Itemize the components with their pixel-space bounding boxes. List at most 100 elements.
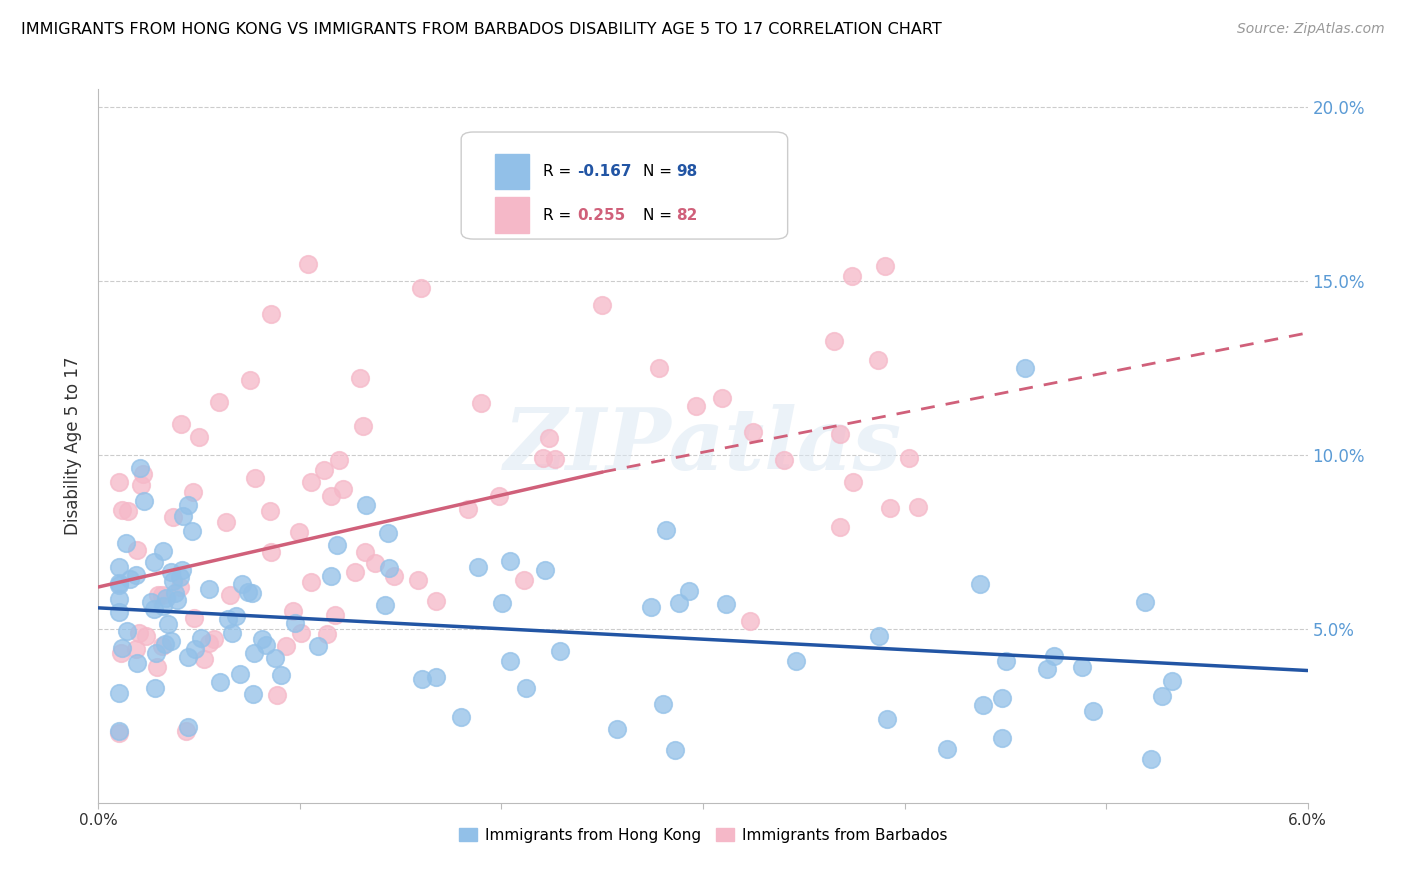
Point: [177, 650, 200, 665]
Point: [155, 591, 177, 606]
Text: N =: N =: [643, 208, 676, 223]
Point: [1036, 662, 1059, 676]
Point: [651, 186, 673, 201]
Point: [128, 461, 150, 475]
Point: [668, 596, 690, 610]
FancyBboxPatch shape: [461, 132, 787, 239]
Point: [238, 373, 260, 387]
Point: [533, 451, 555, 466]
Point: [153, 637, 176, 651]
Point: [323, 607, 346, 622]
Text: R =: R =: [543, 164, 576, 179]
Point: [972, 698, 994, 712]
Point: [457, 502, 479, 516]
Point: [115, 536, 138, 550]
Point: [181, 524, 204, 539]
Point: [873, 259, 896, 273]
Point: [349, 371, 371, 385]
Point: [328, 453, 350, 467]
Point: [284, 615, 307, 630]
Point: [281, 604, 304, 618]
Point: [785, 654, 807, 668]
Point: [259, 504, 281, 518]
Point: [107, 686, 129, 700]
Point: [209, 674, 232, 689]
Point: [425, 594, 447, 608]
Point: [183, 641, 205, 656]
Point: [259, 545, 281, 559]
Point: [990, 691, 1012, 706]
Point: [190, 631, 212, 645]
Point: [488, 489, 510, 503]
Point: [107, 578, 129, 592]
Point: [183, 484, 205, 499]
Point: [143, 681, 166, 695]
Point: [127, 656, 149, 670]
Point: [879, 501, 901, 516]
Point: [132, 467, 155, 482]
Point: [107, 724, 129, 739]
Point: [543, 451, 565, 466]
Legend: Immigrants from Hong Kong, Immigrants from Barbados: Immigrants from Hong Kong, Immigrants fr…: [453, 822, 953, 848]
Point: [742, 425, 765, 439]
Point: [172, 509, 194, 524]
Text: R =: R =: [543, 208, 576, 223]
Point: [208, 395, 231, 409]
Point: [591, 298, 613, 312]
Bar: [495, 153, 529, 189]
Point: [935, 742, 957, 756]
Point: [1083, 704, 1105, 718]
Point: [301, 574, 323, 589]
Point: [1135, 595, 1157, 609]
Point: [842, 475, 865, 489]
Point: [162, 574, 184, 588]
Point: [470, 396, 492, 410]
Point: [172, 563, 194, 577]
Point: [142, 602, 165, 616]
Point: [467, 560, 489, 574]
Point: [364, 556, 387, 570]
Point: [297, 257, 319, 271]
Point: [176, 723, 198, 738]
Point: [312, 463, 335, 477]
Point: [150, 639, 173, 653]
Point: [332, 482, 354, 496]
Point: [499, 655, 522, 669]
Point: [450, 710, 472, 724]
Point: [515, 681, 537, 696]
Point: [740, 615, 762, 629]
Point: [264, 650, 287, 665]
Point: [131, 478, 153, 492]
Point: [107, 560, 129, 574]
Point: [111, 503, 134, 517]
Point: [711, 391, 734, 405]
Point: [107, 726, 129, 740]
Point: [231, 577, 253, 591]
Point: [377, 526, 399, 541]
Point: [868, 352, 890, 367]
Text: IMMIGRANTS FROM HONG KONG VS IMMIGRANTS FROM BARBADOS DISABILITY AGE 5 TO 17 COR: IMMIGRANTS FROM HONG KONG VS IMMIGRANTS …: [21, 22, 942, 37]
Point: [307, 639, 329, 653]
Point: [994, 654, 1017, 668]
Point: [111, 640, 134, 655]
Point: [321, 569, 343, 583]
Point: [276, 639, 298, 653]
Point: [354, 544, 377, 558]
Point: [907, 500, 929, 514]
Point: [132, 493, 155, 508]
Point: [215, 515, 238, 529]
Point: [1070, 660, 1092, 674]
Point: [1150, 690, 1173, 704]
Point: [266, 688, 288, 702]
Point: [160, 634, 183, 648]
Point: [117, 504, 139, 518]
Point: [152, 599, 174, 613]
Point: [991, 731, 1014, 745]
Point: [162, 509, 184, 524]
Point: [773, 453, 796, 467]
Point: [411, 672, 433, 686]
Point: [343, 565, 366, 579]
Point: [491, 596, 513, 610]
Point: [125, 543, 148, 558]
Point: [107, 606, 129, 620]
